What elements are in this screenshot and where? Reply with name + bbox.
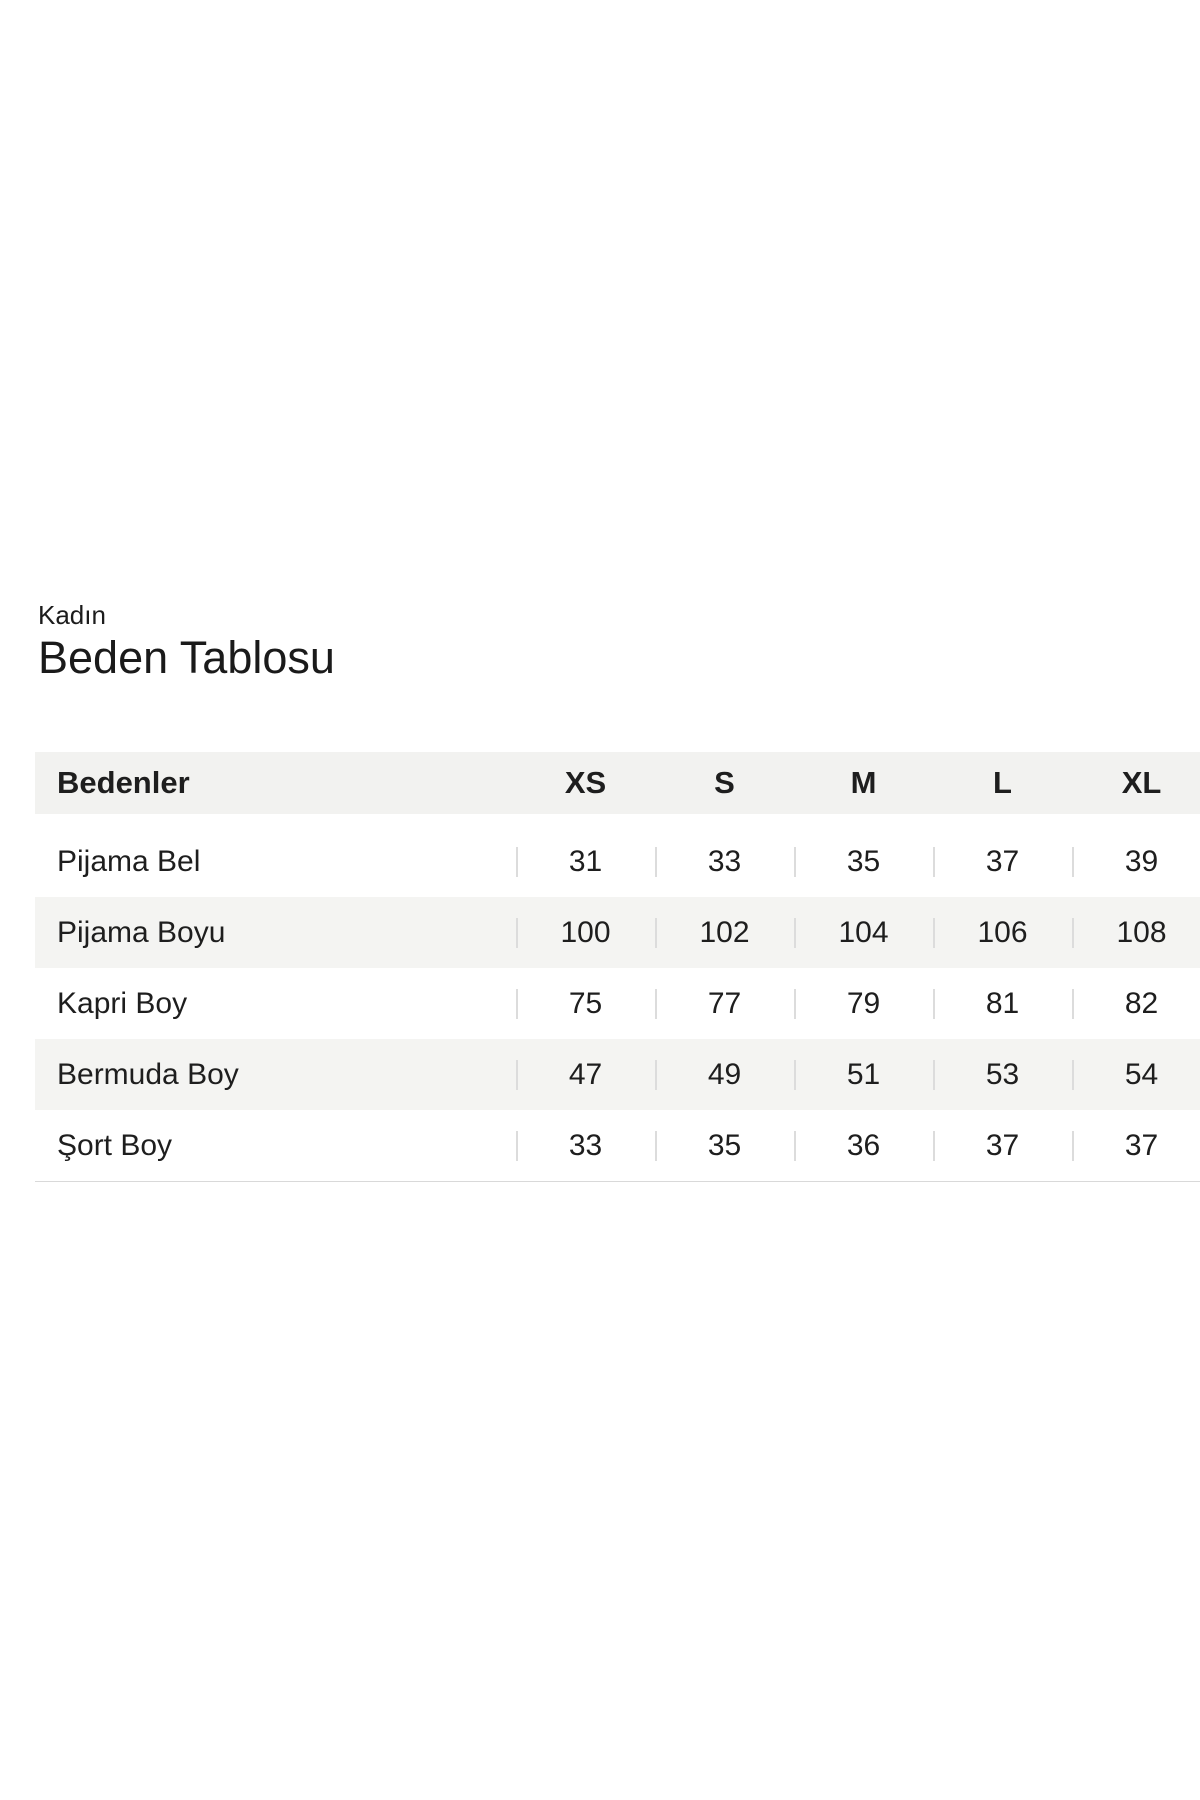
cell-divider	[655, 1130, 657, 1161]
cell-divider	[516, 846, 518, 877]
cell-divider	[794, 1059, 796, 1090]
table-header-row: Bedenler XS S M L XL	[35, 752, 1200, 814]
cell-value: 100	[560, 915, 611, 949]
cell-divider	[933, 1130, 935, 1161]
cell-divider	[516, 917, 518, 948]
cell-divider	[933, 1059, 935, 1090]
cell-divider	[1072, 1130, 1074, 1161]
table-cell: 35	[794, 826, 933, 897]
column-header-s: S	[714, 765, 735, 800]
table-cell: 37	[933, 826, 1072, 897]
table-cell: 53	[933, 1039, 1072, 1110]
table-cell: 35	[655, 1110, 794, 1181]
table-cell: 37	[1072, 1110, 1200, 1181]
cell-divider	[794, 1130, 796, 1161]
column-header-bedenler: Bedenler	[57, 765, 190, 800]
table-cell: 54	[1072, 1039, 1200, 1110]
table-cell: 102	[655, 897, 794, 968]
cell-value: 75	[568, 986, 603, 1020]
cell-value: 108	[1116, 915, 1167, 949]
column-header-l: L	[993, 765, 1012, 800]
cell-value: 81	[985, 986, 1020, 1020]
table-cell: 51	[794, 1039, 933, 1110]
column-header-m: M	[850, 765, 877, 800]
cell-value: 51	[846, 1057, 881, 1091]
cell-value: 33	[568, 1128, 603, 1162]
table-cell: 77	[655, 968, 794, 1039]
table-cell: 33	[655, 826, 794, 897]
table-cell: 81	[933, 968, 1072, 1039]
cell-divider	[655, 988, 657, 1019]
page-title: Beden Tablosu	[38, 632, 335, 683]
cell-value: 35	[707, 1128, 742, 1162]
table-cell: 82	[1072, 968, 1200, 1039]
row-label: Şort Boy	[57, 1128, 173, 1162]
cell-value: 36	[846, 1128, 881, 1162]
cell-divider	[655, 1059, 657, 1090]
column-header-xl: XL	[1121, 765, 1162, 800]
cell-value: 79	[846, 986, 881, 1020]
cell-divider	[933, 846, 935, 877]
row-label: Bermuda Boy	[57, 1057, 239, 1091]
cell-divider	[516, 988, 518, 1019]
table-cell: 104	[794, 897, 933, 968]
cell-value: 33	[707, 844, 742, 878]
cell-value: 31	[568, 844, 603, 878]
cell-value: 106	[977, 915, 1028, 949]
cell-value: 35	[846, 844, 881, 878]
table-cell: 39	[1072, 826, 1200, 897]
cell-value: 47	[568, 1057, 603, 1091]
table-row-kapri-boy: Kapri Boy 75 77 79 81 82	[35, 968, 1200, 1039]
cell-value: 54	[1124, 1057, 1159, 1091]
table-cell: 100	[516, 897, 655, 968]
cell-value: 82	[1124, 986, 1159, 1020]
category-label: Kadın	[38, 600, 106, 630]
cell-value: 37	[985, 844, 1020, 878]
row-label: Kapri Boy	[57, 986, 188, 1020]
cell-divider	[1072, 988, 1074, 1019]
table-cell: 49	[655, 1039, 794, 1110]
table-cell: 106	[933, 897, 1072, 968]
cell-value: 77	[707, 986, 742, 1020]
column-header-xs: XS	[564, 765, 607, 800]
cell-divider	[1072, 917, 1074, 948]
cell-value: 104	[838, 915, 889, 949]
table-row-bermuda-boy: Bermuda Boy 47 49 51 53 54	[35, 1039, 1200, 1110]
cell-divider	[655, 846, 657, 877]
table-cell: 33	[516, 1110, 655, 1181]
cell-value: 37	[985, 1128, 1020, 1162]
cell-divider	[933, 988, 935, 1019]
table-cell: 31	[516, 826, 655, 897]
table-cell: 37	[933, 1110, 1072, 1181]
cell-value: 102	[699, 915, 750, 949]
cell-divider	[516, 1059, 518, 1090]
table-cell: 36	[794, 1110, 933, 1181]
cell-divider	[794, 988, 796, 1019]
cell-value: 39	[1124, 844, 1159, 878]
cell-value: 37	[1124, 1128, 1159, 1162]
row-label: Pijama Boyu	[57, 915, 226, 949]
page-header: Kadın Beden Tablosu	[38, 600, 335, 682]
table-row-pijama-boyu: Pijama Boyu 100 102 104 106 108	[35, 897, 1200, 968]
cell-divider	[655, 917, 657, 948]
table-body: Pijama Bel 31 33 35 37 39 Pijama Boyu 10…	[35, 826, 1200, 1182]
table-cell: 108	[1072, 897, 1200, 968]
cell-divider	[1072, 1059, 1074, 1090]
table-cell: 47	[516, 1039, 655, 1110]
table-cell: 79	[794, 968, 933, 1039]
cell-value: 49	[707, 1057, 742, 1091]
table-cell: 75	[516, 968, 655, 1039]
size-table: Bedenler XS S M L XL Pijama Bel 31 33 35…	[35, 752, 1200, 1182]
row-label: Pijama Bel	[57, 844, 201, 878]
cell-value: 53	[985, 1057, 1020, 1091]
cell-divider	[1072, 846, 1074, 877]
cell-divider	[794, 917, 796, 948]
cell-divider	[933, 917, 935, 948]
table-row-pijama-bel: Pijama Bel 31 33 35 37 39	[35, 826, 1200, 897]
cell-divider	[794, 846, 796, 877]
cell-divider	[516, 1130, 518, 1161]
table-row-sort-boy: Şort Boy 33 35 36 37 37	[35, 1110, 1200, 1181]
